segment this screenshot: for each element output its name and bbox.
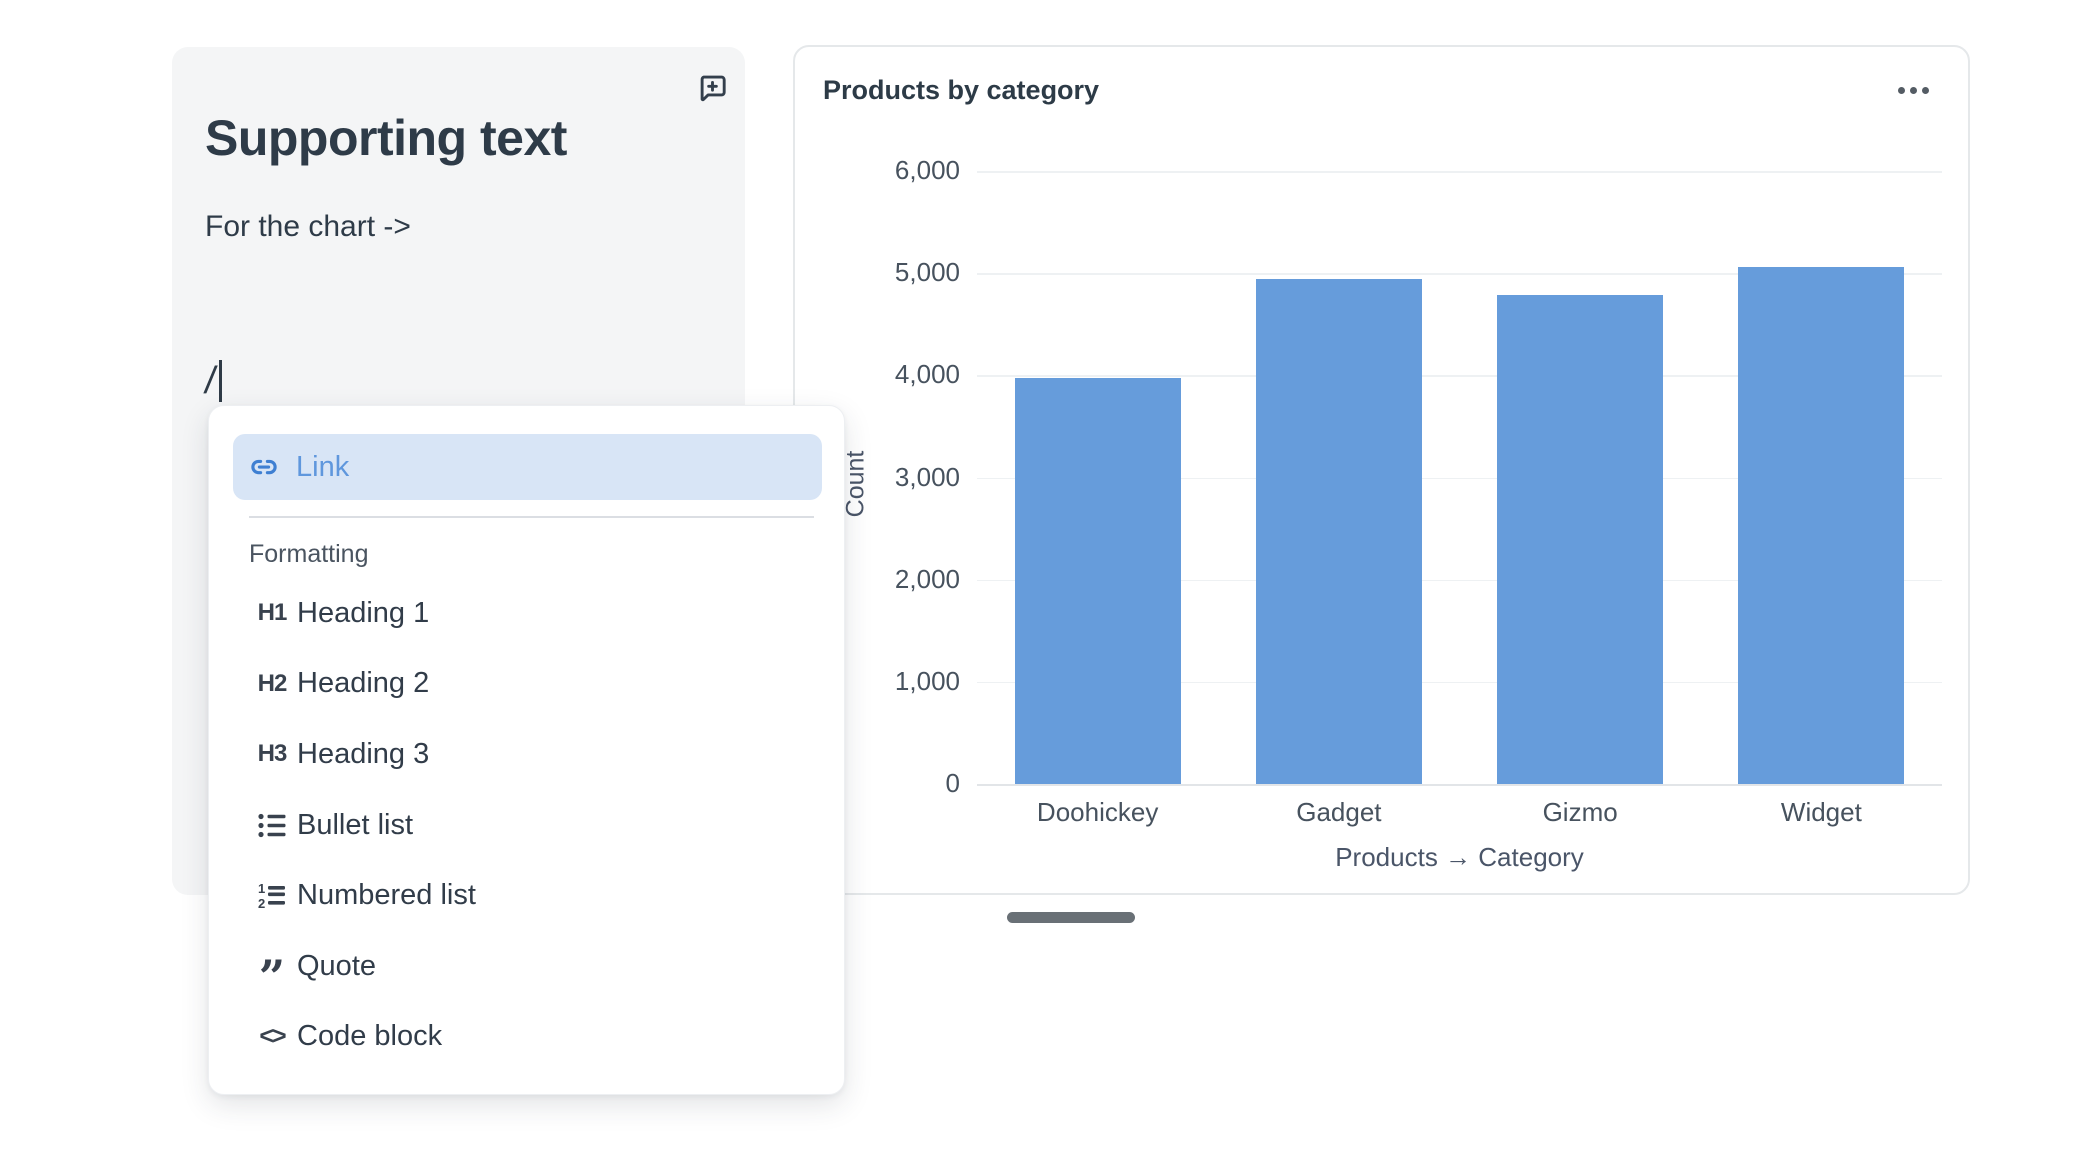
svg-text:2: 2 <box>258 896 265 910</box>
formatting-menu-list: H1 Heading 1 H2 Heading 2 H3 Heading 3 <box>209 578 844 1072</box>
bar-widget[interactable] <box>1738 266 1905 784</box>
heading-3-icon: H3 <box>257 740 288 768</box>
bar-gizmo[interactable] <box>1497 295 1664 784</box>
code-block-icon: <> <box>259 1022 286 1051</box>
menu-item-link[interactable]: Link <box>233 434 822 500</box>
y-tick-label: 5,000 <box>894 257 960 288</box>
menu-item-label: Heading 2 <box>297 667 430 700</box>
text-editor-line[interactable]: / <box>202 357 222 405</box>
menu-item-heading-1[interactable]: H1 Heading 1 <box>209 578 844 649</box>
y-tick-label: 4,000 <box>894 359 960 390</box>
gridline <box>977 579 1942 582</box>
comment-plus-icon <box>696 72 729 105</box>
menu-item-quote[interactable]: ” Quote <box>209 931 844 1002</box>
x-tick-label: Gadget <box>1296 797 1382 827</box>
menu-item-label: Heading 1 <box>297 596 430 629</box>
formatting-section-label: Formatting <box>249 540 369 568</box>
x-axis-line <box>977 784 1942 786</box>
menu-item-label: Bullet list <box>297 808 414 841</box>
ellipsis-icon <box>1897 86 1905 94</box>
x-tick-label: Widget <box>1780 797 1862 827</box>
menu-item-numbered-list[interactable]: 1 2 Numbered list <box>209 860 844 931</box>
y-tick-label: 3,000 <box>894 461 960 492</box>
y-tick-label: 2,000 <box>894 563 960 594</box>
menu-item-bullet-list[interactable]: Bullet list <box>209 790 844 861</box>
menu-item-code-block[interactable]: <> Code block <box>209 1002 844 1073</box>
text-card-body: For the chart -> <box>205 210 411 243</box>
chart-menu-button[interactable] <box>1887 75 1939 105</box>
text-caret <box>218 360 222 402</box>
bullet-list-icon <box>247 805 297 845</box>
typed-slash: / <box>202 359 219 402</box>
add-comment-button[interactable] <box>693 69 731 107</box>
y-tick-label: 0 <box>945 768 960 798</box>
heading-2-icon: H2 <box>257 669 288 697</box>
scroll-indicator[interactable] <box>1007 912 1135 923</box>
gridline <box>977 375 1942 377</box>
chart-title: Products by category <box>823 75 1100 105</box>
menu-item-heading-2[interactable]: H2 Heading 2 <box>209 649 844 720</box>
text-card-heading: Supporting text <box>205 110 567 166</box>
numbered-list-icon: 1 2 <box>247 876 297 916</box>
gridline <box>977 477 1942 479</box>
menu-item-heading-3[interactable]: H3 Heading 3 <box>209 719 844 790</box>
menu-divider <box>249 516 814 518</box>
bar-gadget[interactable] <box>1255 279 1422 784</box>
bar-doohickey[interactable] <box>1014 377 1181 784</box>
y-tick-label: 1,000 <box>894 665 960 696</box>
link-icon <box>249 452 279 482</box>
menu-item-label: Code block <box>297 1020 443 1053</box>
svg-text:1: 1 <box>258 882 265 896</box>
chart-card: Products by category Products → Category… <box>793 45 1970 895</box>
x-tick-label: Gizmo <box>1542 797 1618 827</box>
gridline <box>977 273 1942 275</box>
slash-command-menu: Link Formatting H1 Heading 1 H2 Heading … <box>208 405 845 1095</box>
menu-item-label: Link <box>296 450 350 483</box>
x-axis-label: Products → Category <box>1335 842 1584 872</box>
x-tick-label: Doohickey <box>1036 797 1159 827</box>
menu-item-label: Quote <box>297 949 376 982</box>
gridline <box>977 171 1942 173</box>
quote-icon: ” <box>258 950 286 1005</box>
menu-item-label: Numbered list <box>297 879 476 912</box>
bar-chart-plot: Products → Category Count 0 1,000 2,000 3,0… <box>795 47 1968 893</box>
heading-1-icon: H1 <box>257 599 288 627</box>
y-tick-label: 6,000 <box>894 155 960 185</box>
gridline <box>977 681 1942 684</box>
menu-item-label: Heading 3 <box>297 737 430 770</box>
